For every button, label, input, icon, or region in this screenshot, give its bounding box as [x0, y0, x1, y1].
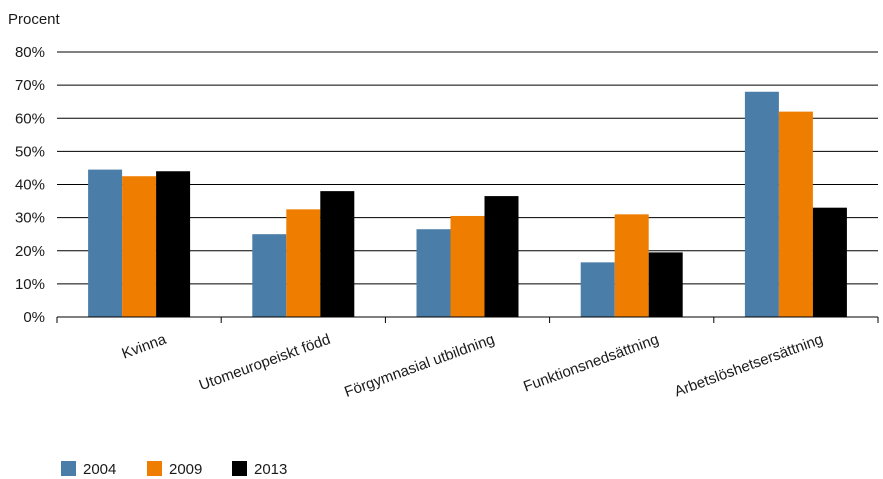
y-tick-label: 80%: [15, 44, 45, 61]
y-tick-label: 0%: [23, 309, 45, 326]
x-axis: [56, 316, 879, 323]
bar-2009-2: [450, 215, 485, 317]
bar-2004-4: [744, 91, 779, 317]
x-category-label: Funktionsnedsättning: [521, 331, 661, 396]
bars: [88, 91, 847, 317]
y-tick-label: 70%: [15, 77, 45, 94]
bar-2013-4: [812, 207, 847, 317]
bar-2004-0: [88, 169, 123, 317]
bar-2004-1: [252, 234, 287, 317]
x-category-label: Kvinna: [120, 331, 170, 363]
legend-swatch-2013: [232, 461, 247, 476]
y-tick-label: 50%: [15, 143, 45, 160]
x-category-label: Arbetslöshetsersättning: [672, 331, 825, 401]
legend-label: 2013: [254, 461, 287, 478]
y-tick-label: 30%: [15, 210, 45, 227]
y-tick-label: 60%: [15, 110, 45, 127]
x-category-label: Förgymnasial utbildning: [342, 331, 497, 401]
legend-label: 2004: [83, 461, 116, 478]
y-tick-label: 20%: [15, 243, 45, 260]
y-axis-ticks: 0% 10% 20% 30% 40% 50% 60% 70% 80%: [15, 44, 45, 326]
bar-2004-2: [416, 229, 451, 317]
bar-2009-1: [286, 209, 321, 317]
bar-2013-3: [648, 252, 683, 317]
bar-2013-1: [320, 191, 355, 317]
bar-2013-2: [484, 196, 519, 317]
bar-2004-3: [580, 262, 615, 317]
bar-2013-0: [156, 171, 191, 317]
y-axis-label: Procent: [8, 11, 61, 28]
bar-2009-0: [122, 176, 157, 317]
x-axis-categories: Kvinna Utomeuropeiskt född Förgymnasial ut…: [120, 331, 826, 401]
legend-swatch-2004: [61, 461, 76, 476]
y-tick-label: 40%: [15, 177, 45, 194]
legend-swatch-2009: [147, 461, 162, 476]
x-category-label: Utomeuropeiskt född: [197, 331, 333, 394]
bar-2009-4: [778, 111, 813, 317]
legend-label: 2009: [169, 461, 202, 478]
y-tick-label: 10%: [15, 276, 45, 293]
legend: 2004 2009 2013: [61, 461, 287, 478]
bar-2009-3: [614, 214, 649, 317]
